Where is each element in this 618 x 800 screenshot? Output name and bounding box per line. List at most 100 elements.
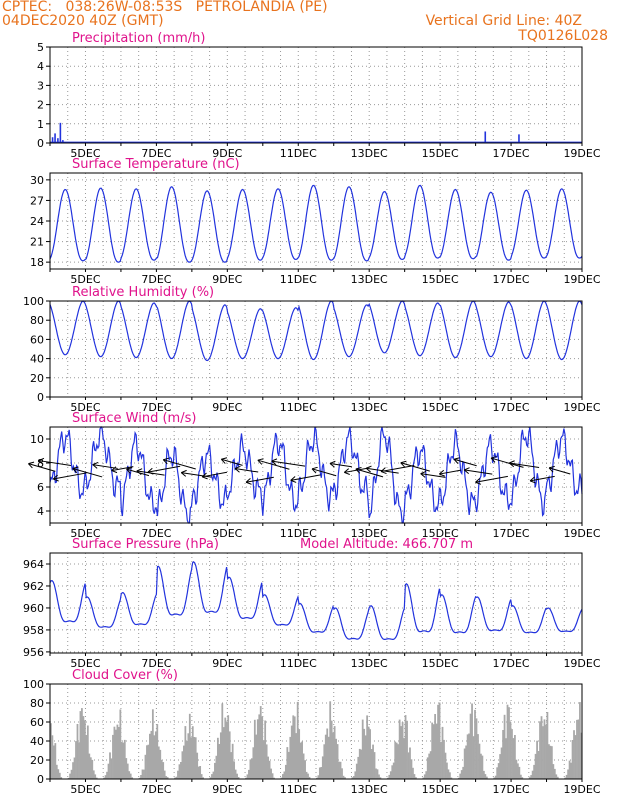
cloud-bar: [284, 764, 287, 779]
cloud-bar: [262, 740, 265, 779]
panel-5: 956 958 960 962 964 5DEC 7DEC 9DEC 11DEC 13DEC 15D…: [23, 537, 601, 670]
cloud-bar: [215, 755, 218, 779]
cloud-bar: [446, 762, 448, 779]
cloud-bar: [443, 739, 445, 779]
y-tick-label: 30: [30, 174, 44, 187]
panel-2: 18 21 24 27 30 5DEC 7DEC 9DEC 11DEC 13DEC 15DEC 17D…: [30, 157, 601, 286]
cloud-bar: [574, 735, 577, 779]
cloud-bar: [580, 732, 583, 779]
y-tick-label: 6: [37, 481, 44, 494]
cloud-bar: [338, 761, 340, 779]
cloud-bar: [200, 774, 203, 779]
cloud-bar: [407, 752, 410, 779]
wind-arrow-head: [111, 466, 118, 474]
cloud-bar: [320, 767, 323, 779]
cloud-bar: [231, 743, 234, 779]
y-tick-label: 5: [37, 41, 44, 54]
panel-title: Precipitation (mm/h): [72, 31, 205, 46]
cloud-bar: [406, 720, 408, 779]
cloud-bar: [302, 753, 305, 779]
cloud-bar: [367, 726, 370, 779]
y-tick-label: 1: [37, 118, 44, 131]
cloud-bar: [397, 744, 400, 779]
cloud-bar: [403, 738, 405, 779]
cloud-bar: [280, 777, 283, 779]
cloud-bar: [333, 726, 336, 779]
cloud-bar: [429, 751, 432, 779]
wind-arrow-head: [162, 457, 170, 465]
cloud-bar: [323, 744, 326, 779]
wind-arrow: [53, 472, 87, 480]
wind-arrow: [163, 459, 196, 470]
y-tick-label: 964: [23, 558, 44, 571]
cloud-bar: [103, 777, 105, 779]
precip-bar: [62, 140, 64, 143]
vertical-grid-info: Vertical Grid Line: 40Z: [425, 13, 582, 29]
x-tick-label: 13DEC: [351, 273, 388, 286]
y-tick-label: 40: [30, 735, 44, 748]
cloud-bar: [237, 777, 240, 779]
cloud-bar: [435, 723, 438, 779]
cloud-bar: [92, 770, 95, 779]
cloud-bar: [58, 772, 61, 779]
cloud-bar: [140, 775, 142, 779]
panel-3: 0 20 40 60 80 100 5DEC 7DEC 9DEC 11DEC 13DEC 15DEC 1…: [23, 285, 601, 414]
panel-title: Surface Temperature (nC): [72, 157, 240, 172]
cloud-bar: [357, 756, 360, 779]
cloud-bar: [462, 766, 465, 779]
wind-arrow-head: [355, 467, 362, 474]
cloud-bar: [352, 776, 355, 779]
panel-1: 0 1 2 3 4 5 5DEC 7DEC 9DEC 11DEC 13DEC 15DEC 17DEC 19…: [37, 31, 601, 160]
cloud-bar: [386, 777, 389, 779]
wind-arrow-head: [201, 472, 208, 480]
cloud-bar: [441, 726, 444, 779]
cloud-bar: [450, 777, 453, 779]
cloud-bar: [514, 735, 516, 779]
cloud-bar: [468, 733, 470, 779]
cloud-bar: [480, 753, 482, 779]
wind-arrow: [181, 472, 212, 478]
wind-arrow-head: [475, 478, 482, 485]
x-tick-label: 19DEC: [563, 527, 600, 540]
cloud-bar: [289, 736, 292, 779]
cloud-bar: [202, 777, 204, 779]
cloud-bar: [391, 765, 394, 779]
y-tick-label: 956: [23, 646, 44, 659]
cloud-bar: [149, 733, 151, 779]
wind-arrow-head: [463, 467, 470, 475]
cloud-bar: [115, 729, 117, 779]
wind-arrow: [464, 469, 493, 475]
cloud-bar: [283, 771, 286, 779]
cloud-bar: [388, 774, 391, 779]
x-tick-label: 9DEC: [212, 147, 242, 160]
cloud-bar: [117, 727, 120, 779]
cloud-bar: [51, 735, 54, 779]
forecast-start-date: 04DEC2020 40Z (GMT): [2, 13, 164, 29]
cloud-bar: [196, 752, 199, 779]
cloud-bar: [493, 777, 496, 779]
cloud-bar: [404, 715, 407, 779]
cloud-bar: [88, 753, 91, 779]
panel-6: 0 20 40 60 80 100 5DEC 7DEC 9DEC 11DEC 13DEC 15DEC 1…: [23, 668, 601, 796]
x-tick-label: 5DEC: [70, 273, 100, 286]
cloud-bar: [518, 766, 521, 779]
wind-arrow: [509, 462, 540, 468]
cloud-bar: [166, 777, 169, 779]
cloud-bar: [500, 747, 503, 779]
wind-arrow-head: [28, 461, 35, 469]
wind-arrow-head: [329, 460, 336, 468]
cloud-bar: [214, 762, 216, 779]
cloud-bar: [519, 774, 522, 779]
x-tick-label: 7DEC: [141, 783, 171, 796]
precip-bar: [59, 122, 62, 143]
cloud-bar: [106, 771, 108, 779]
cloud-bar: [318, 767, 321, 779]
y-tick-label: 27: [30, 194, 44, 207]
x-tick-label: 5DEC: [70, 147, 100, 160]
header: CPTEC: 038:26W-08:53S PETROLANDIA (PE) 0…: [0, 0, 618, 46]
wind-arrow-head: [52, 474, 59, 482]
wind-arrow: [257, 459, 290, 470]
x-tick-label: 15DEC: [422, 273, 459, 286]
cloud-bar: [327, 736, 330, 779]
cloud-bar: [187, 733, 190, 779]
